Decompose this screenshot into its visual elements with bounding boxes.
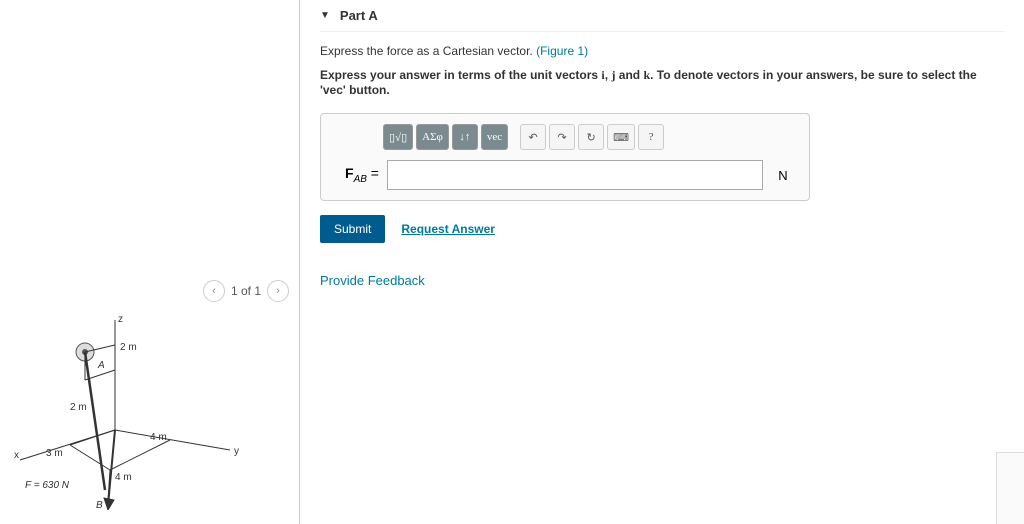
figure-panel: ‹ 1 of 1 › z x y 2 m A 2 — [0, 0, 300, 524]
part-title: Part A — [340, 8, 378, 23]
svg-text:4 m: 4 m — [150, 432, 167, 443]
equation-toolbar: ▯√▯ ΑΣφ ↓↑ vec ↶ ↷ ↻ ⌨ ? — [383, 124, 795, 150]
submit-button[interactable]: Submit — [320, 215, 385, 243]
svg-text:2 m: 2 m — [70, 402, 87, 413]
subscript-button[interactable]: ↓↑ — [452, 124, 478, 150]
answer-label: FAB = — [335, 165, 379, 185]
svg-text:x: x — [14, 450, 19, 461]
reset-button[interactable]: ↻ — [578, 124, 604, 150]
vec-button[interactable]: vec — [481, 124, 508, 150]
undo-button[interactable]: ↶ — [520, 124, 546, 150]
figure-diagram: z x y 2 m A 2 m 3 m 4 m 4 m F = 630 N B — [10, 310, 270, 510]
redo-button[interactable]: ↷ — [549, 124, 575, 150]
svg-text:z: z — [118, 314, 123, 325]
answer-input[interactable] — [387, 160, 763, 190]
instruction-line-1: Express the force as a Cartesian vector.… — [320, 44, 1004, 58]
side-widget — [996, 452, 1024, 524]
instruction-line-2: Express your answer in terms of the unit… — [320, 68, 1004, 97]
svg-text:B: B — [96, 500, 103, 510]
answer-box: ▯√▯ ΑΣφ ↓↑ vec ↶ ↷ ↻ ⌨ ? FAB = N — [320, 113, 810, 201]
request-answer-link[interactable]: Request Answer — [401, 222, 495, 236]
keyboard-button[interactable]: ⌨ — [607, 124, 635, 150]
part-header[interactable]: ▼ Part A — [320, 0, 1004, 32]
svg-text:4 m: 4 m — [115, 472, 132, 483]
svg-text:y: y — [234, 446, 239, 457]
greek-button[interactable]: ΑΣφ — [416, 124, 449, 150]
templates-button[interactable]: ▯√▯ — [383, 124, 413, 150]
svg-text:F = 630 N: F = 630 N — [25, 480, 70, 491]
help-button[interactable]: ? — [638, 124, 664, 150]
answer-unit: N — [771, 168, 795, 183]
pager-text: 1 of 1 — [231, 284, 261, 298]
collapse-icon: ▼ — [320, 10, 330, 21]
svg-text:A: A — [97, 360, 105, 371]
figure-pager: ‹ 1 of 1 › — [203, 280, 289, 302]
svg-text:2 m: 2 m — [120, 342, 137, 353]
question-panel: ▼ Part A Express the force as a Cartesia… — [300, 0, 1024, 524]
pager-next-button[interactable]: › — [267, 280, 289, 302]
svg-text:3 m: 3 m — [46, 448, 63, 459]
figure-link[interactable]: (Figure 1) — [536, 44, 588, 58]
pager-prev-button[interactable]: ‹ — [203, 280, 225, 302]
provide-feedback-link[interactable]: Provide Feedback — [320, 273, 1004, 288]
